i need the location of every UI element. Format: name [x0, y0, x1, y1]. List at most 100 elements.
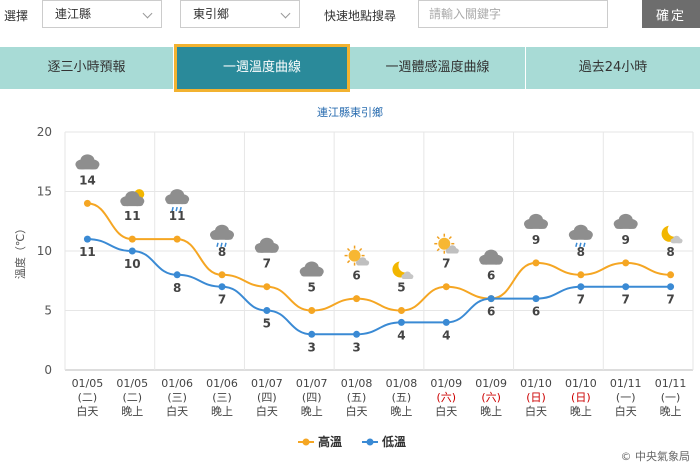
tab-weekly-apparent-temp[interactable]: 一週體感溫度曲線 [350, 47, 526, 89]
low-temp-value: 7 [666, 293, 674, 307]
high-temp-value: 9 [622, 233, 630, 247]
x-tick-weekday: (一) [661, 391, 681, 404]
low-temp-point [263, 307, 271, 314]
high-temp-point [83, 199, 91, 207]
cloud-part [480, 258, 503, 265]
chevron-down-icon [280, 8, 291, 19]
x-tick-weekday: (四) [257, 391, 277, 404]
county-select[interactable]: 連江縣 [42, 0, 162, 28]
high-temp-value: 6 [352, 269, 360, 283]
partly-cloudy-night-icon [120, 189, 145, 207]
sun-ray [346, 247, 351, 252]
cloud-part [211, 233, 233, 240]
high-temp-value: 7 [263, 257, 271, 271]
low-temp-point [487, 295, 495, 303]
high-temp-point [577, 271, 585, 279]
partly-sunny-icon [434, 233, 459, 254]
high-temp-point [128, 235, 136, 243]
x-tick-date: 01/06 [206, 377, 238, 390]
sun-ray [436, 248, 440, 252]
moon-icon [661, 222, 683, 244]
low-temp-point [83, 235, 91, 243]
low-temp-point [397, 318, 405, 326]
low-temp-point [532, 295, 540, 303]
chevron-down-icon [142, 8, 153, 19]
moon-cut [667, 222, 682, 237]
raindrop [579, 242, 582, 247]
low-temp-value: 4 [397, 328, 405, 342]
cloud-part [569, 233, 592, 240]
cloud-part [614, 222, 637, 229]
low-temp-value: 7 [577, 293, 585, 307]
x-tick-date: 01/10 [565, 377, 597, 390]
high-temp-value: 11 [124, 209, 141, 223]
x-tick-date: 01/10 [520, 377, 552, 390]
low-temp-value: 7 [218, 293, 226, 307]
raindrop [179, 206, 182, 212]
high-temp-value: 9 [532, 233, 540, 247]
chart-credit: © 中央氣象局 [621, 449, 691, 463]
x-tick-weekday: (日) [571, 391, 591, 404]
x-tick-weekday: (五) [347, 391, 367, 404]
high-temp-value: 11 [169, 209, 186, 223]
x-tick-weekday: (二) [122, 391, 142, 404]
legend-high-label: 高溫 [318, 434, 342, 449]
tab-weekly-temp[interactable]: 一週溫度曲線 [174, 44, 350, 92]
cloudy-icon [479, 249, 504, 265]
x-tick-period: 晚上 [301, 405, 323, 418]
x-tick-period: 白天 [166, 404, 188, 418]
low-temp-point [622, 283, 630, 291]
x-tick-period: 白天 [76, 404, 98, 418]
x-tick-weekday: (六) [436, 391, 456, 404]
tab-past-24h[interactable]: 過去24小時 [578, 60, 648, 75]
high-temp-value: 6 [487, 269, 495, 283]
high-temp-value: 8 [218, 245, 226, 259]
sun-ray [436, 236, 440, 240]
tab-three-hour[interactable]: 逐三小時預報 [0, 47, 174, 89]
x-tick-date: 01/05 [72, 377, 104, 390]
moon-cut [398, 258, 413, 273]
low-temp-point [577, 283, 585, 291]
x-tick-period: 晚上 [390, 405, 412, 418]
quick-search-label: 快速地點搜尋 [324, 9, 397, 23]
high-temp-value: 5 [308, 281, 316, 295]
x-tick-date: 01/07 [296, 377, 328, 390]
x-tick-date: 01/08 [386, 377, 418, 390]
x-tick-date: 01/11 [610, 377, 642, 390]
raindrop [583, 242, 586, 247]
cloud-part [401, 276, 413, 279]
rain-cloud-icon [568, 224, 593, 247]
legend-low-marker [366, 438, 374, 446]
forecast-tabs: 逐三小時預報 一週溫度曲線 一週體感溫度曲線 過去24小時 [0, 44, 700, 92]
high-temp-point [442, 283, 450, 291]
rain-cloud-icon [210, 224, 234, 247]
search-bar: 選擇 連江縣 東引鄉 快速地點搜尋 確定 [0, 0, 700, 36]
raindrop [224, 242, 227, 247]
keyword-input[interactable] [418, 0, 608, 28]
low-temp-value: 6 [532, 305, 540, 319]
x-tick-date: 01/08 [341, 377, 373, 390]
high-temp-point [667, 271, 675, 279]
low-temp-point [128, 247, 136, 255]
high-temp-point [622, 259, 630, 267]
high-temp-value: 5 [397, 281, 405, 295]
cloudy-icon [75, 154, 100, 170]
x-tick-date: 01/09 [475, 377, 507, 390]
raindrop [216, 242, 219, 247]
high-temp-value: 8 [577, 245, 585, 259]
sun-ray [448, 236, 452, 240]
cloud-part [76, 163, 99, 170]
x-tick-date: 01/05 [116, 377, 148, 390]
cloudy-icon [613, 213, 638, 229]
cloud-part [121, 200, 144, 207]
confirm-button[interactable]: 確定 [642, 0, 700, 28]
y-tick-label: 10 [37, 244, 52, 258]
x-tick-weekday: (五) [392, 391, 412, 404]
town-select[interactable]: 東引鄉 [180, 0, 300, 28]
cloudy-icon [254, 237, 279, 253]
high-temp-point [308, 307, 316, 314]
legend-low-label: 低溫 [381, 434, 406, 449]
y-tick-label: 15 [37, 185, 52, 199]
high-temp-value: 14 [79, 173, 96, 187]
x-tick-date: 01/09 [430, 377, 462, 390]
